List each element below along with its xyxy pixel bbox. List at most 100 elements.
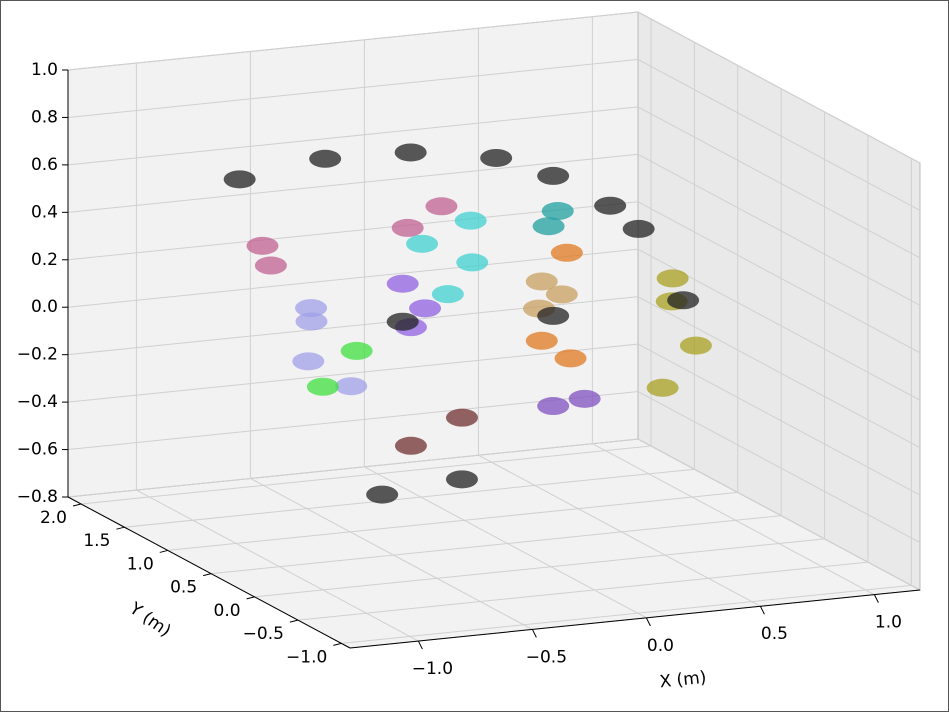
point <box>335 377 368 396</box>
grid-line <box>637 153 921 306</box>
point <box>532 217 565 236</box>
z-tick-label: 0.8 <box>31 107 58 127</box>
z-tick-label: 0.2 <box>31 250 58 270</box>
x-tick-label: 0.0 <box>647 636 674 656</box>
tick-mark <box>333 642 342 646</box>
point <box>394 143 427 162</box>
point <box>394 436 427 455</box>
grid-line <box>67 58 639 118</box>
grid-line <box>637 59 921 211</box>
x-tick-label: 0.5 <box>761 624 788 644</box>
point <box>366 485 399 504</box>
point <box>409 299 442 318</box>
z-tick-label: −0.2 <box>17 345 58 365</box>
grid-line <box>67 343 639 403</box>
point <box>550 243 583 262</box>
grid-line <box>637 438 921 591</box>
y-tick-label: 0.0 <box>214 601 241 621</box>
grid-line <box>364 466 647 619</box>
z-tick-label: 0.4 <box>31 202 58 222</box>
tick-mark <box>72 503 82 507</box>
point <box>622 219 655 238</box>
grid-line <box>592 443 875 596</box>
point <box>295 312 328 331</box>
point <box>568 389 601 408</box>
tick-mark <box>116 526 125 530</box>
grid-line <box>254 538 825 598</box>
grid-line <box>297 561 868 621</box>
grid-line <box>637 106 921 259</box>
point <box>480 148 513 167</box>
grid-line <box>136 489 419 642</box>
grid-line <box>478 454 761 607</box>
grid-line <box>67 11 639 71</box>
tick-mark <box>246 596 255 600</box>
x-tick-label: 1.0 <box>875 613 902 633</box>
point <box>537 397 570 416</box>
point <box>454 211 487 230</box>
point <box>445 470 478 489</box>
grid-line <box>80 445 652 505</box>
point <box>525 331 558 350</box>
tick-mark <box>417 640 423 650</box>
grid-line <box>67 248 639 308</box>
point <box>445 408 478 427</box>
y-tick-label: 1.5 <box>83 531 110 551</box>
point <box>537 306 570 325</box>
point <box>667 291 700 310</box>
x-tick-label: −1.0 <box>412 659 453 679</box>
grid-line <box>250 477 533 630</box>
axis-line <box>349 589 921 649</box>
grid-line <box>67 153 639 213</box>
point <box>295 299 328 318</box>
point <box>309 149 342 168</box>
grid-line <box>637 343 921 496</box>
point <box>246 236 279 255</box>
tick-mark <box>289 619 299 623</box>
point <box>545 285 578 304</box>
point <box>431 285 464 304</box>
grid-line <box>124 468 695 528</box>
point <box>656 269 689 288</box>
y-tick-label: 1.0 <box>127 554 154 574</box>
tick-mark <box>645 617 651 627</box>
y-tick-label: −1.0 <box>286 647 327 667</box>
z-tick-label: 0.6 <box>31 155 58 175</box>
point <box>679 336 712 355</box>
point <box>594 196 627 215</box>
point <box>223 170 256 189</box>
point <box>456 253 489 272</box>
point <box>340 341 373 360</box>
point <box>554 349 587 368</box>
y-tick-label: 2.0 <box>40 508 67 528</box>
grid-line <box>167 491 738 551</box>
point <box>525 272 558 291</box>
axis-line <box>67 496 351 649</box>
point <box>254 256 287 275</box>
grid-line <box>211 515 782 575</box>
point <box>425 197 458 216</box>
point <box>386 312 419 331</box>
grid-line <box>637 296 921 449</box>
tick-mark <box>759 606 765 615</box>
tick-mark <box>531 629 537 638</box>
x-tick-label: −0.5 <box>526 647 567 667</box>
tick-mark <box>159 549 168 553</box>
x-axis-label: X (m) <box>659 668 708 693</box>
point <box>391 218 424 237</box>
point <box>306 377 339 396</box>
point <box>292 352 325 371</box>
point <box>386 274 419 293</box>
grid-line <box>637 201 921 354</box>
y-tick-label: −0.5 <box>243 624 284 644</box>
y-tick-label: 0.5 <box>170 578 197 598</box>
grid-line <box>637 391 921 543</box>
point <box>646 378 679 397</box>
tick-mark <box>203 573 212 577</box>
grid-line <box>341 584 912 644</box>
tick-mark <box>873 594 879 603</box>
z-tick-label: 1.0 <box>31 60 58 80</box>
z-tick-label: −0.4 <box>17 392 58 412</box>
grid-line <box>637 11 921 164</box>
